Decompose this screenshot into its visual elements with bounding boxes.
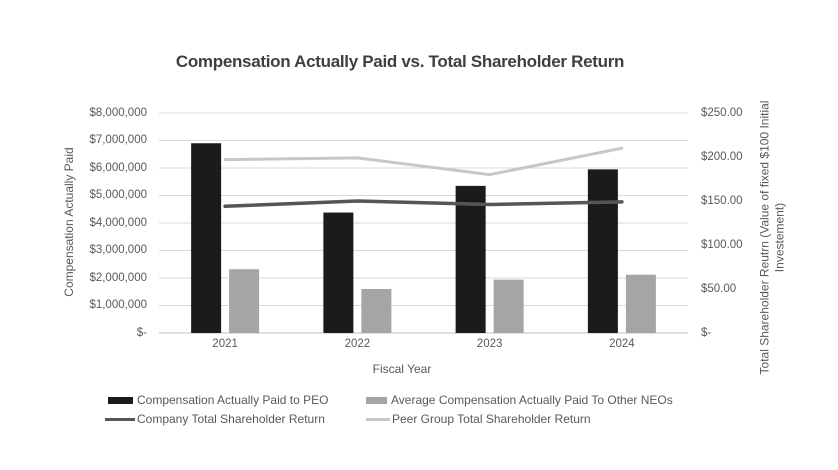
left-axis-tick-label: $7,000,000 [89, 134, 147, 146]
bar-neo-2021 [229, 269, 260, 333]
company-tsr-line-swatch-icon [105, 417, 135, 421]
x-axis-title: Fiscal Year [372, 362, 432, 376]
left-axis-tick-label: $2,000,000 [89, 271, 147, 284]
legend-label-company-tsr: Company Total Shareholder Return [137, 412, 325, 426]
left-axis-tick-label: $5,000,000 [89, 189, 147, 201]
legend-item-peo: Compensation Actually Paid to PEO [108, 393, 328, 407]
left-axis-title: Compensation Actually Paid [62, 147, 76, 297]
bar-neo-2023 [493, 279, 524, 333]
company-tsr-line [223, 199, 624, 209]
right-axis-tick-label: $50.00 [701, 282, 737, 295]
bar-peo-2021 [191, 143, 222, 333]
legend-label-peo: Compensation Actually Paid to PEO [137, 393, 329, 407]
right-axis-tick-label: $250.00 [701, 106, 743, 119]
neo-bar-swatch-icon [366, 396, 387, 404]
peer-tsr-line [223, 146, 624, 177]
left-axis-tick-label: $1,000,000 [89, 299, 147, 311]
bar-peo-2023 [455, 185, 486, 333]
left-axis-tick-label: $4,000,000 [89, 216, 147, 229]
bar-peo-2024 [587, 169, 618, 333]
legend-item-neos: Average Compensation Actually Paid To Ot… [366, 393, 673, 407]
left-axis-tick-label: $3,000,000 [89, 244, 147, 256]
peo-bar-swatch-icon [108, 396, 133, 404]
left-axis-tick-label: $8,000,000 [89, 106, 147, 119]
x-category-label: 2021 [212, 338, 238, 350]
legend-label-peer-tsr: Peer Group Total Shareholder Return [392, 412, 591, 426]
left-axis-tick-label: $- [136, 326, 147, 339]
left-axis-tick-label: $6,000,000 [89, 161, 147, 174]
right-axis-title: Total Shareholder Reutrn (Value of fixed… [757, 100, 787, 375]
legend-item-peer-tsr: Peer Group Total Shareholder Return [366, 412, 591, 426]
bar-neo-2022 [361, 289, 392, 333]
peer-tsr-line-swatch-icon [366, 417, 390, 421]
chart-title: Compensation Actually Paid vs. Total Sha… [175, 52, 625, 71]
legend-label-neos: Average Compensation Actually Paid To Ot… [391, 393, 673, 407]
x-category-label: 2022 [344, 338, 371, 350]
right-axis-tick-label: $200.00 [701, 150, 743, 163]
right-axis-tick-label: $100.00 [701, 238, 743, 251]
right-axis-tick-label: $- [701, 326, 712, 339]
x-category-label: 2024 [609, 338, 635, 350]
legend-item-company-tsr: Company Total Shareholder Return [105, 412, 325, 426]
bar-peo-2022 [323, 212, 354, 333]
right-axis-tick-label: $150.00 [701, 194, 743, 207]
x-category-label: 2023 [476, 338, 503, 350]
bar-neo-2024 [625, 274, 656, 333]
